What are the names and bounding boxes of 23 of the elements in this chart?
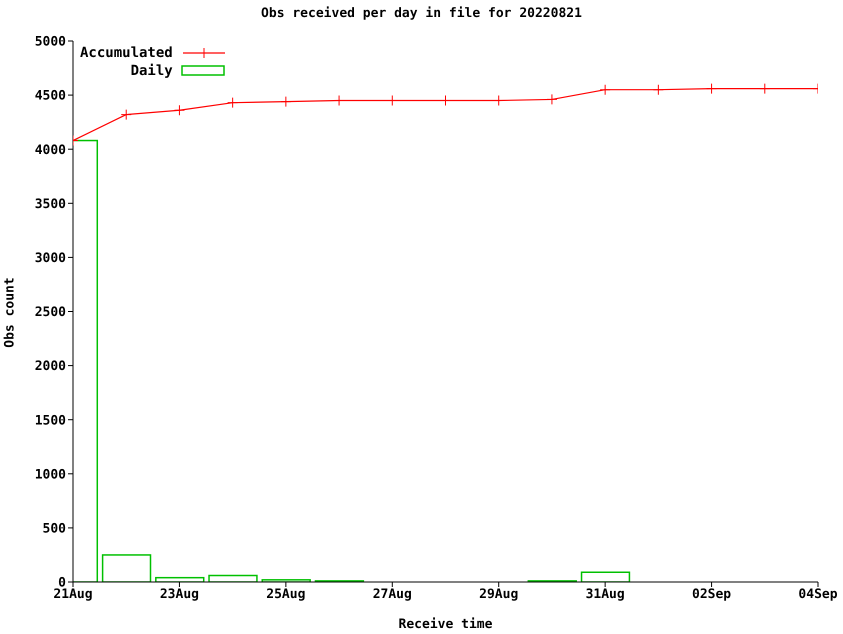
y-axis-title: Obs count xyxy=(2,276,18,350)
y-tick-label: 1000 xyxy=(34,467,66,482)
legend-label: Daily xyxy=(130,63,173,79)
y-tick-label: 1500 xyxy=(34,413,66,428)
x-tick-label: 21Aug xyxy=(53,587,93,602)
y-tick-label: 2500 xyxy=(34,305,66,320)
y-tick-label: 4000 xyxy=(34,142,66,158)
x-tick-label: 04Sep xyxy=(798,587,838,602)
y-tick-label: 2000 xyxy=(34,359,66,374)
x-tick-label: 31Aug xyxy=(586,587,625,602)
y-tick-label: 500 xyxy=(42,522,66,537)
chart-title: Obs received per day in file for 20220821 xyxy=(260,6,583,21)
x-tick-label: 27Aug xyxy=(372,587,412,602)
legend-label: Accumulated xyxy=(80,45,173,61)
y-tick-label: 3500 xyxy=(34,196,66,212)
x-axis-title: Receive time xyxy=(398,617,494,632)
y-tick-label: 4500 xyxy=(34,88,66,104)
y-tick-label: 3000 xyxy=(34,251,66,266)
x-tick-label: 29Aug xyxy=(479,587,518,602)
x-tick-label: 25Aug xyxy=(266,587,306,602)
x-tick-label: 23Aug xyxy=(160,587,199,602)
x-tick-label: 02Sep xyxy=(692,587,732,602)
y-tick-label: 5000 xyxy=(34,34,66,50)
